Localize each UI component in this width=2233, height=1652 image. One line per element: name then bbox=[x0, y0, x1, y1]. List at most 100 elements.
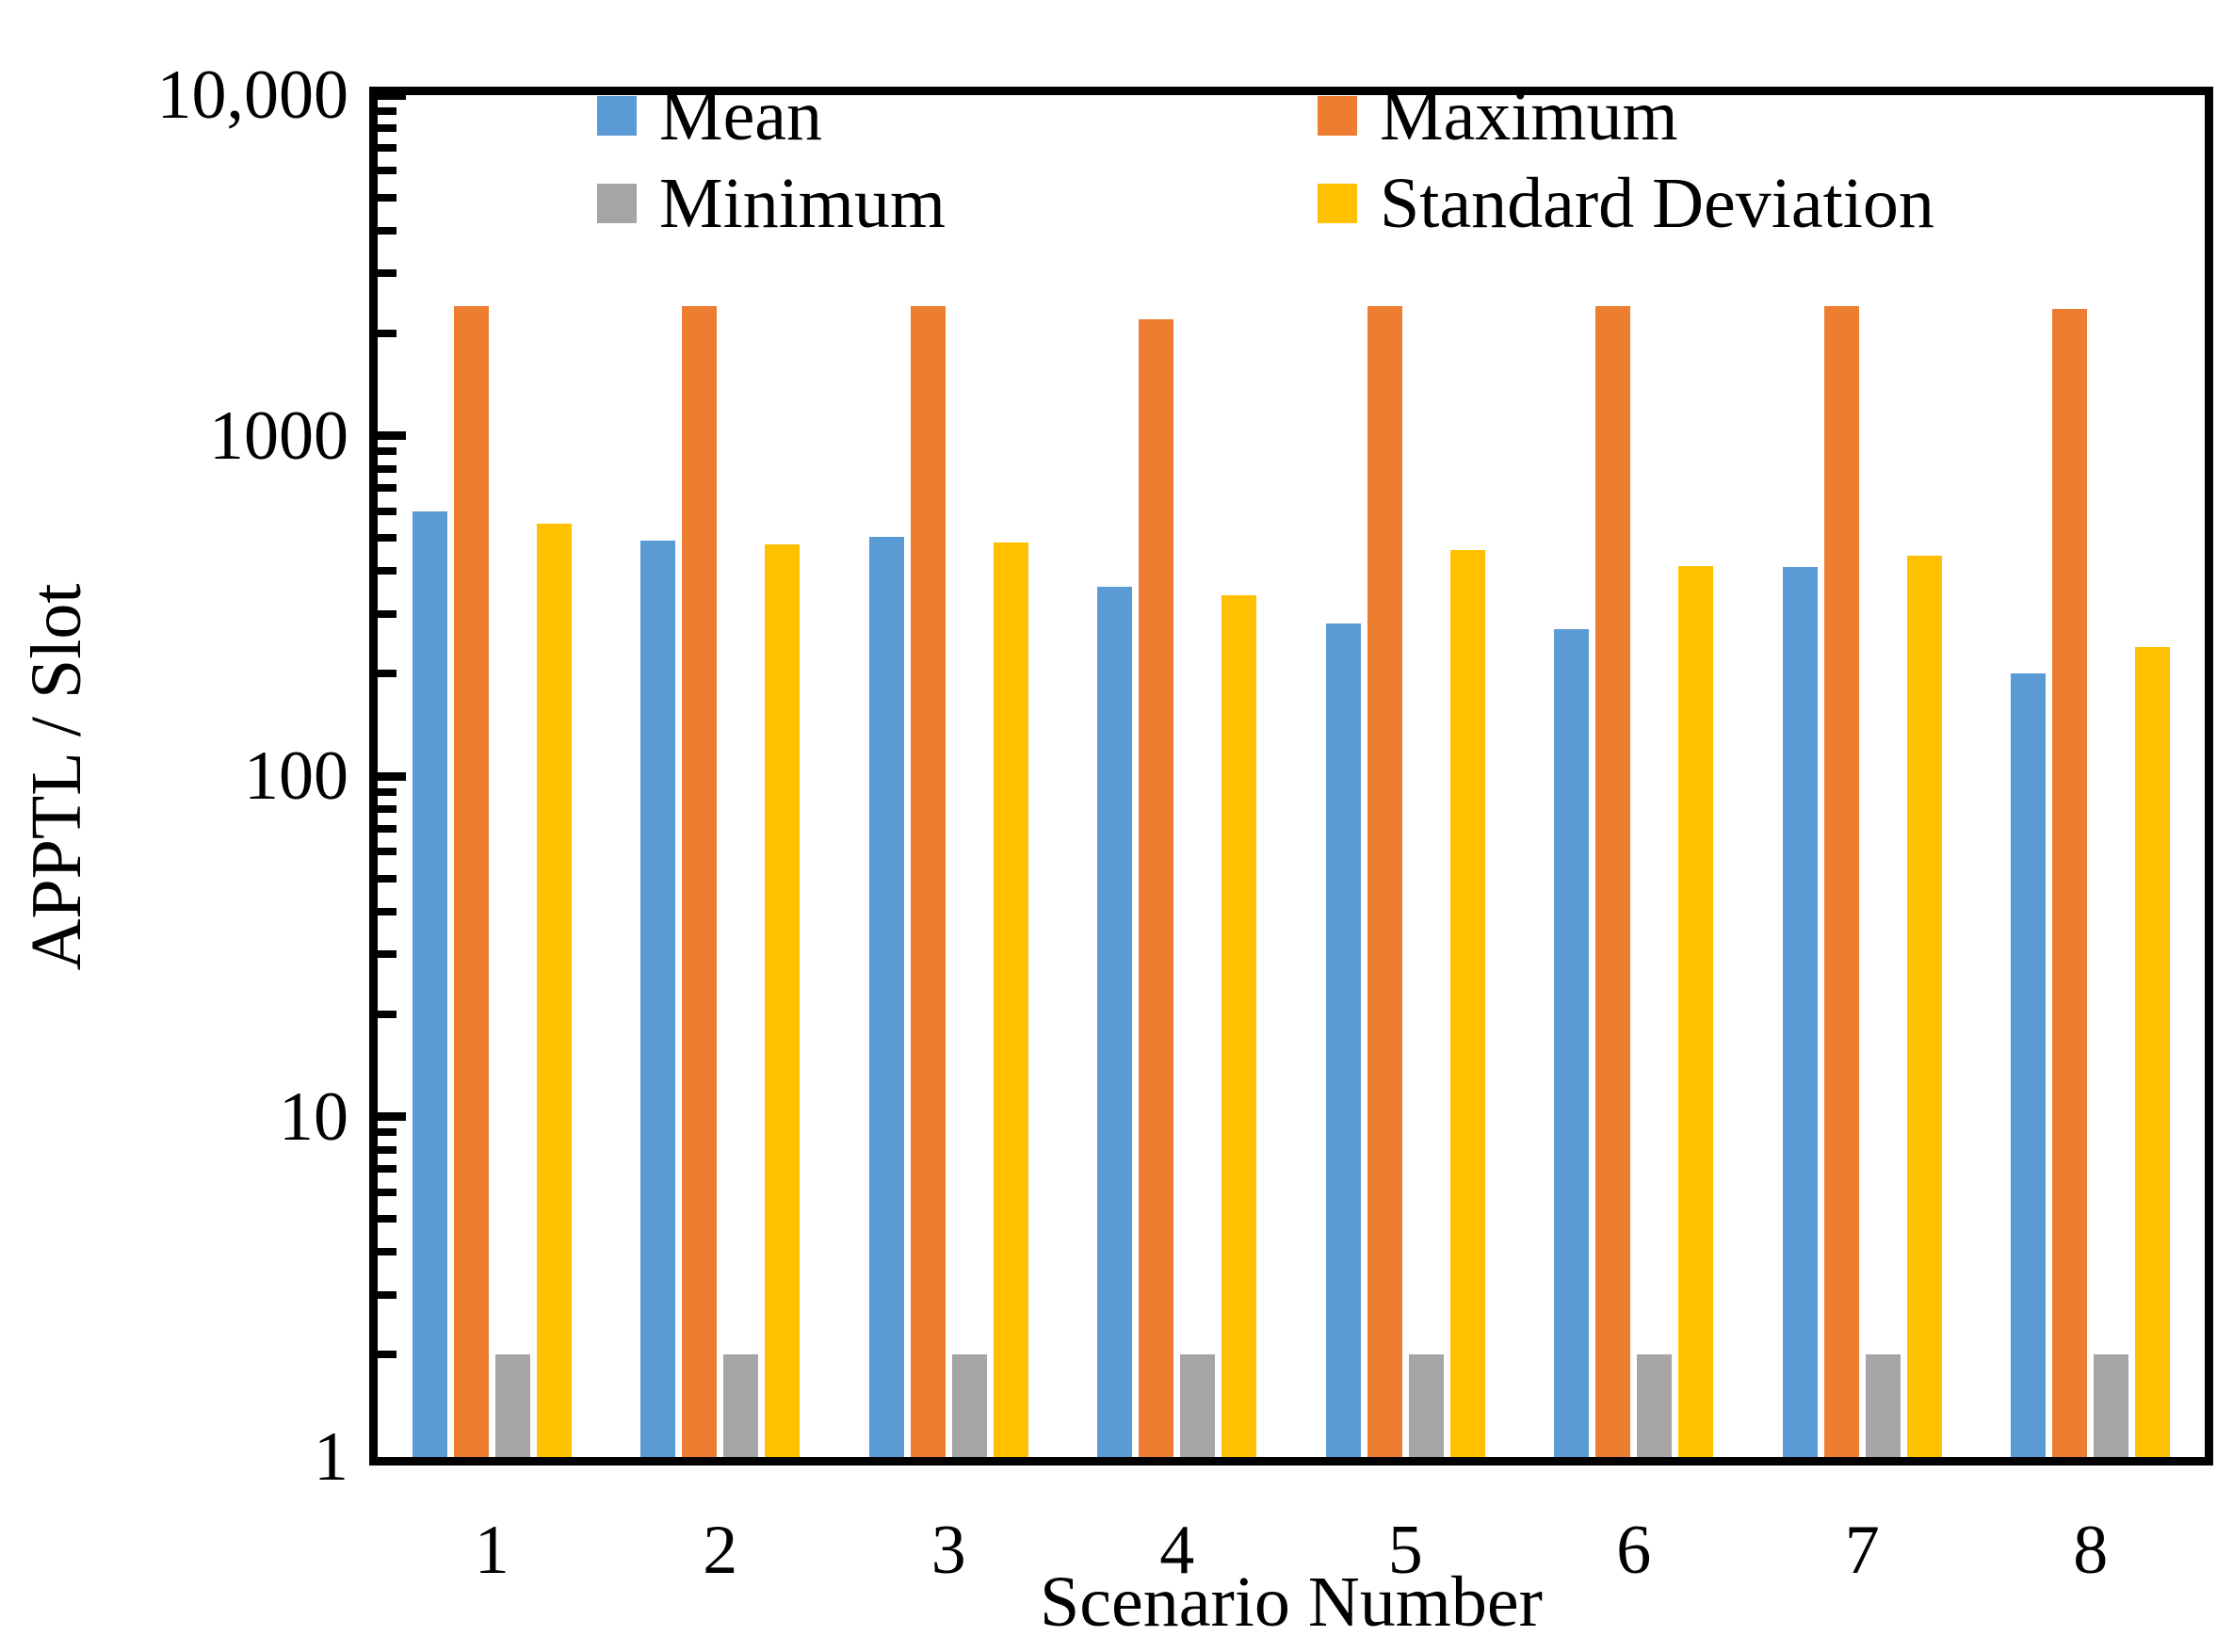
standard-deviation-swatch-icon bbox=[1318, 184, 1357, 223]
bar-minimum-scenario-1 bbox=[494, 1354, 530, 1457]
plot-inner bbox=[378, 90, 2205, 1457]
y-minor-tick-70 bbox=[378, 824, 396, 833]
legend-item-mean: Mean bbox=[597, 76, 1318, 155]
minimum-swatch-icon bbox=[597, 184, 637, 223]
y-minor-tick-500 bbox=[378, 534, 396, 543]
y-minor-tick-30 bbox=[378, 950, 396, 959]
legend: Mean Maximum Minimum Standard Deviation bbox=[597, 76, 1934, 243]
bar-maximum-scenario-8 bbox=[2052, 309, 2088, 1457]
y-minor-tick-7000 bbox=[378, 143, 396, 152]
bar-mean-scenario-8 bbox=[2011, 673, 2047, 1457]
bar-mean-scenario-1 bbox=[412, 510, 447, 1457]
bar-minimum-scenario-8 bbox=[2094, 1354, 2129, 1457]
y-tick-label-10000: 10,000 bbox=[156, 57, 349, 134]
bar-standard-deviation-scenario-4 bbox=[1222, 594, 1257, 1457]
y-major-tick-10 bbox=[378, 1112, 406, 1121]
bar-maximum-scenario-6 bbox=[1595, 306, 1631, 1457]
legend-item-minimum: Minimum bbox=[597, 164, 1318, 243]
y-minor-tick-800 bbox=[378, 464, 396, 473]
y-tick-label-100: 100 bbox=[244, 737, 348, 815]
legend-label-mean: Mean bbox=[659, 76, 823, 155]
y-minor-tick-700 bbox=[378, 484, 396, 493]
x-axis-title: Scenario Number bbox=[1040, 1563, 1543, 1642]
bar-minimum-scenario-6 bbox=[1637, 1354, 1673, 1457]
maximum-swatch-icon bbox=[1318, 96, 1357, 136]
x-tick-label-8: 8 bbox=[2073, 1512, 2109, 1589]
bar-minimum-scenario-4 bbox=[1180, 1354, 1216, 1457]
bar-minimum-scenario-3 bbox=[951, 1354, 987, 1457]
bar-standard-deviation-scenario-8 bbox=[2135, 646, 2171, 1457]
y-tick-label-1000: 1000 bbox=[209, 397, 348, 475]
x-tick-label-7: 7 bbox=[1844, 1512, 1880, 1589]
bar-maximum-scenario-4 bbox=[1139, 318, 1174, 1457]
legend-item-maximum: Maximum bbox=[1318, 76, 1934, 155]
y-minor-tick-5 bbox=[378, 1215, 396, 1223]
legend-label-maximum: Maximum bbox=[1380, 76, 1678, 155]
bar-mean-scenario-2 bbox=[640, 541, 676, 1457]
y-axis-tick-labels: 1 10 100 1000 10,000 bbox=[0, 0, 349, 1652]
x-tick-label-2: 2 bbox=[703, 1512, 738, 1589]
plot-area: Mean Maximum Minimum Standard Deviation bbox=[369, 76, 2213, 1466]
bar-mean-scenario-3 bbox=[868, 536, 904, 1457]
y-tick-label-1: 1 bbox=[314, 1418, 348, 1496]
y-minor-tick-600 bbox=[378, 507, 396, 515]
y-minor-tick-6 bbox=[378, 1188, 396, 1196]
bar-maximum-scenario-1 bbox=[453, 306, 489, 1457]
bar-mean-scenario-6 bbox=[1554, 629, 1590, 1457]
x-tick-label-4: 4 bbox=[1159, 1512, 1195, 1589]
x-tick-label-6: 6 bbox=[1616, 1512, 1652, 1589]
x-axis-tick-labels: 1 2 3 4 5 6 7 8 bbox=[378, 1503, 2205, 1607]
y-minor-tick-60 bbox=[378, 848, 396, 856]
y-minor-tick-4 bbox=[378, 1248, 396, 1256]
bar-maximum-scenario-2 bbox=[682, 306, 718, 1457]
x-tick-label-1: 1 bbox=[474, 1512, 510, 1589]
y-minor-tick-5000 bbox=[378, 193, 396, 202]
y-minor-tick-8 bbox=[378, 1145, 396, 1154]
bar-mean-scenario-5 bbox=[1325, 624, 1361, 1457]
y-minor-tick-200 bbox=[378, 670, 396, 678]
bar-minimum-scenario-7 bbox=[1865, 1354, 1901, 1457]
bar-standard-deviation-scenario-7 bbox=[1906, 555, 1942, 1457]
y-minor-tick-80 bbox=[378, 805, 396, 814]
y-minor-tick-2000 bbox=[378, 329, 396, 337]
y-minor-tick-8000 bbox=[378, 124, 396, 133]
bar-standard-deviation-scenario-2 bbox=[765, 543, 801, 1457]
y-major-tick-100 bbox=[378, 771, 406, 781]
y-minor-tick-90 bbox=[378, 787, 396, 796]
bar-maximum-scenario-3 bbox=[910, 306, 946, 1457]
bar-minimum-scenario-5 bbox=[1408, 1354, 1444, 1457]
y-major-tick-10000 bbox=[378, 90, 406, 100]
y-tick-label-10: 10 bbox=[279, 1077, 348, 1156]
legend-label-minimum: Minimum bbox=[659, 164, 947, 243]
y-minor-tick-900 bbox=[378, 447, 396, 456]
bar-standard-deviation-scenario-5 bbox=[1449, 550, 1485, 1457]
y-minor-tick-4000 bbox=[378, 226, 396, 235]
y-minor-tick-20 bbox=[378, 1010, 396, 1018]
x-tick-label-3: 3 bbox=[930, 1512, 966, 1589]
legend-label-standard-deviation: Standard Deviation bbox=[1380, 164, 1934, 243]
bar-minimum-scenario-2 bbox=[723, 1354, 759, 1457]
y-minor-tick-2 bbox=[378, 1351, 396, 1359]
bar-mean-scenario-7 bbox=[1782, 567, 1818, 1457]
bar-standard-deviation-scenario-3 bbox=[993, 543, 1028, 1457]
y-minor-tick-300 bbox=[378, 609, 396, 618]
legend-item-standard-deviation: Standard Deviation bbox=[1318, 164, 1934, 243]
bar-mean-scenario-4 bbox=[1097, 586, 1133, 1457]
bar-maximum-scenario-5 bbox=[1367, 306, 1402, 1457]
y-minor-tick-9000 bbox=[378, 106, 396, 115]
y-minor-tick-7 bbox=[378, 1165, 396, 1174]
y-minor-tick-3 bbox=[378, 1290, 396, 1299]
mean-swatch-icon bbox=[597, 96, 637, 136]
bar-maximum-scenario-7 bbox=[1823, 306, 1859, 1457]
y-major-tick-1000 bbox=[378, 431, 406, 440]
x-tick-label-5: 5 bbox=[1387, 1512, 1423, 1589]
y-minor-tick-3000 bbox=[378, 269, 396, 278]
bar-standard-deviation-scenario-6 bbox=[1678, 565, 1714, 1457]
y-minor-tick-6000 bbox=[378, 167, 396, 175]
y-minor-tick-9 bbox=[378, 1128, 396, 1137]
y-minor-tick-40 bbox=[378, 907, 396, 915]
bar-standard-deviation-scenario-1 bbox=[536, 524, 572, 1457]
y-minor-tick-50 bbox=[378, 874, 396, 883]
y-minor-tick-400 bbox=[378, 567, 396, 575]
